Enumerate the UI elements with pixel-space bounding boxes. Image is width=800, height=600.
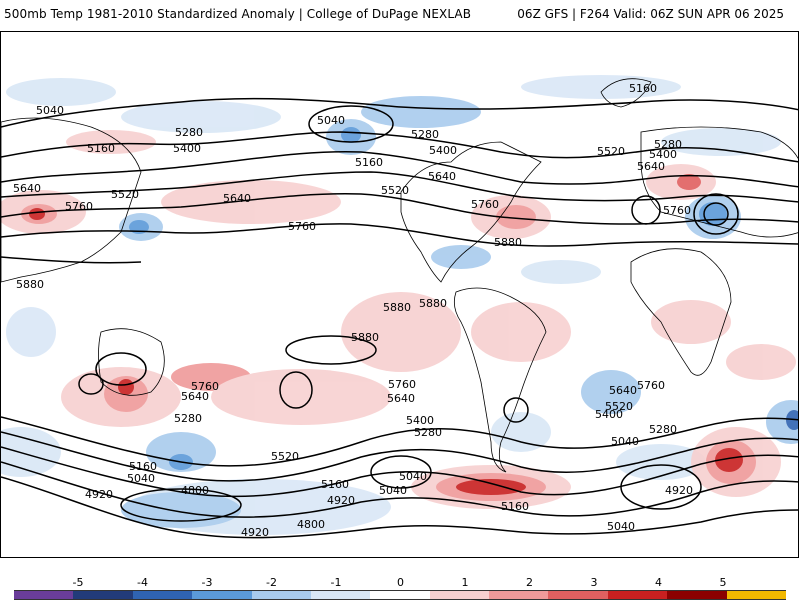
contour-label: 5040: [399, 470, 427, 483]
contour-label: 5520: [605, 400, 633, 413]
contour-label: 4920: [241, 526, 269, 539]
contour-label: 5880: [383, 301, 411, 314]
colorbar-tick-label: 3: [590, 576, 598, 589]
colorbar-tick-label: 4: [655, 576, 662, 589]
colorbar-tick-label: 5: [719, 576, 727, 589]
contour-label: 5520: [381, 184, 409, 197]
colorbar-segment: [132, 590, 193, 600]
colorbar-segment: [251, 590, 311, 600]
contour-label: 5280: [411, 128, 439, 141]
colorbar-segment: [14, 590, 74, 600]
contour-label: 4920: [665, 484, 693, 497]
colorbar-tick-label: 2: [526, 576, 533, 589]
contour-label: 5040: [607, 520, 635, 533]
contour-label: 5760: [65, 200, 93, 213]
contour-label: 5640: [13, 182, 41, 195]
contour-label: 5040: [611, 435, 639, 448]
contour-label: 5280: [174, 412, 202, 425]
contour-label: 5760: [191, 380, 219, 393]
contour-label: 5520: [271, 450, 299, 463]
contour-label: 5760: [637, 379, 665, 392]
contour-label: 5160: [321, 478, 349, 491]
colorbar-segment: [370, 590, 430, 600]
contour-label: 5400: [173, 142, 201, 155]
contour-label: 5880: [494, 236, 522, 249]
anomaly-map: 5040 5160 5280 5400 5520 5640 5760 5880 …: [0, 31, 799, 558]
colorbar-tick-label: 0: [397, 576, 404, 589]
colorbar-segment: [548, 590, 608, 600]
contour-label: 5760: [288, 220, 316, 233]
contour-label: 5280: [649, 423, 677, 436]
warm-anomaly-shading: [1, 130, 796, 509]
contour-label: 5640: [223, 192, 251, 205]
colorbar-segment: [726, 590, 786, 600]
contour-label: 5280: [175, 126, 203, 139]
contour-label: 5400: [595, 408, 623, 421]
colorbar-tick-label: -5: [72, 576, 84, 589]
contour-label: 5280: [414, 426, 442, 439]
height-contours: [1, 97, 798, 539]
contour-label: 5160: [87, 142, 115, 155]
contour-label: 4920: [327, 494, 355, 507]
colorbar-tick-label: -1: [330, 576, 342, 589]
contour-label: 5400: [406, 414, 434, 427]
contour-label: 4800: [297, 518, 325, 531]
contour-label: 5160: [629, 82, 657, 95]
contour-label: 5160: [129, 460, 157, 473]
map-svg: 5040 5160 5280 5400 5520 5640 5760 5880 …: [1, 75, 798, 539]
contour-label: 5160: [501, 500, 529, 513]
contour-label: 5640: [428, 170, 456, 183]
anomaly-colorbar: -5 -4 -3 -2 -1 0 1 2 3 4 5: [0, 570, 800, 600]
contour-label: 5640: [387, 392, 415, 405]
colorbar-segment: [73, 590, 133, 600]
contour-label: 5760: [388, 378, 416, 391]
colorbar-segment: [667, 590, 727, 600]
contour-label: 5280: [654, 138, 682, 151]
contour-label: 5040: [36, 104, 64, 117]
contour-label: 5040: [127, 472, 155, 485]
contour-label: 5400: [429, 144, 457, 157]
colorbar-tick-label: 1: [461, 576, 469, 589]
contour-label: 5040: [379, 484, 407, 497]
contour-label: 5520: [597, 145, 625, 158]
contour-label: 5640: [181, 390, 209, 403]
colorbar-segment: [489, 590, 549, 600]
contour-label: 4800: [181, 484, 209, 497]
contour-label: 5160: [355, 156, 383, 169]
colorbar-tick-label: -3: [201, 576, 213, 589]
contour-label: 5880: [419, 297, 447, 310]
colorbar-segment: [429, 590, 490, 600]
contour-label: 5040: [317, 114, 345, 127]
contour-label: 5880: [16, 278, 44, 291]
contour-labels: 5040 5160 5280 5400 5520 5640 5760 5880 …: [13, 82, 693, 539]
contour-label: 4920: [85, 488, 113, 501]
colorbar-segment: [310, 590, 371, 600]
cold-anomaly-shading: [1, 75, 798, 535]
colorbar-tick-label: -4: [137, 576, 148, 589]
header: 500mb Temp 1981-2010 Standardized Anomal…: [0, 0, 800, 30]
contour-label: 5400: [649, 148, 677, 161]
colorbar-tick-label: -2: [266, 576, 277, 589]
colorbar-segment: [192, 590, 252, 600]
contour-label: 5880: [351, 331, 379, 344]
model-run-info: 06Z GFS | F264 Valid: 06Z SUN APR 06 202…: [517, 7, 784, 21]
map-title: 500mb Temp 1981-2010 Standardized Anomal…: [4, 7, 472, 21]
contour-label: 5640: [637, 160, 665, 173]
colorbar-segment: [607, 590, 668, 600]
contour-label: 5760: [471, 198, 499, 211]
contour-label: 5520: [111, 188, 139, 201]
contour-label: 5640: [609, 384, 637, 397]
contour-label: 5760: [663, 204, 691, 217]
